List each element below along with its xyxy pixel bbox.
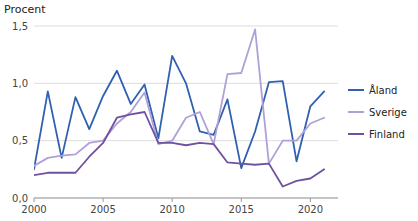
x-tick [172, 198, 173, 202]
grid-line [34, 198, 338, 199]
x-tick-label: 2010 [159, 204, 184, 215]
x-tick [103, 198, 104, 202]
x-tick-label: 2020 [298, 204, 323, 215]
legend-swatch [348, 133, 364, 135]
y-tick-label: 1,0 [12, 78, 28, 89]
y-tick-label: 0,0 [12, 193, 28, 204]
legend: Åland Sverige Finland [348, 84, 407, 140]
y-tick-label: 0,5 [12, 135, 28, 146]
legend-label: Finland [369, 129, 405, 140]
legend-swatch [348, 111, 364, 113]
legend-label: Åland [369, 84, 397, 96]
x-tick-label: 2005 [90, 204, 115, 215]
x-tick [310, 198, 311, 202]
legend-label: Sverige [369, 107, 407, 118]
series-line [34, 112, 324, 187]
chart: 0,0 0,5 1,0 1,5 2000 2005 2010 2015 2020 Procent Å… [0, 0, 418, 221]
x-axis [34, 198, 338, 199]
series-line [34, 29, 324, 165]
y-tick-label: 1,5 [12, 21, 28, 32]
grid-line [34, 26, 338, 27]
legend-swatch [348, 89, 364, 91]
x-tick-label: 2000 [21, 204, 46, 215]
x-tick [34, 198, 35, 202]
plot-area [34, 29, 324, 186]
y-axis-label: Procent [4, 3, 46, 16]
x-tick [241, 198, 242, 202]
x-tick-label: 2015 [229, 204, 254, 215]
